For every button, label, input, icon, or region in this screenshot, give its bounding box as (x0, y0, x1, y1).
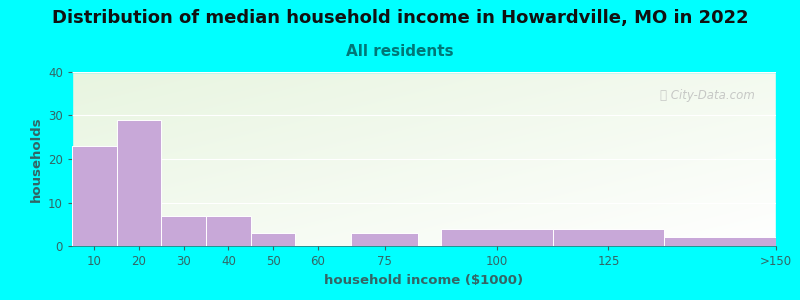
Bar (117, 120, 162, 246)
Bar (162, 215, 206, 246)
Bar (72, 146, 117, 246)
Text: Distribution of median household income in Howardville, MO in 2022: Distribution of median household income … (52, 9, 748, 27)
Text: All residents: All residents (346, 44, 454, 59)
X-axis label: household income ($1000): household income ($1000) (325, 274, 523, 286)
Bar (553, 229, 664, 246)
Bar (664, 237, 776, 246)
Bar (250, 233, 295, 246)
Bar (206, 215, 250, 246)
Bar (441, 229, 553, 246)
Bar (351, 233, 418, 246)
Text: Ⓢ City-Data.com: Ⓢ City-Data.com (660, 89, 755, 102)
Y-axis label: households: households (30, 116, 42, 202)
